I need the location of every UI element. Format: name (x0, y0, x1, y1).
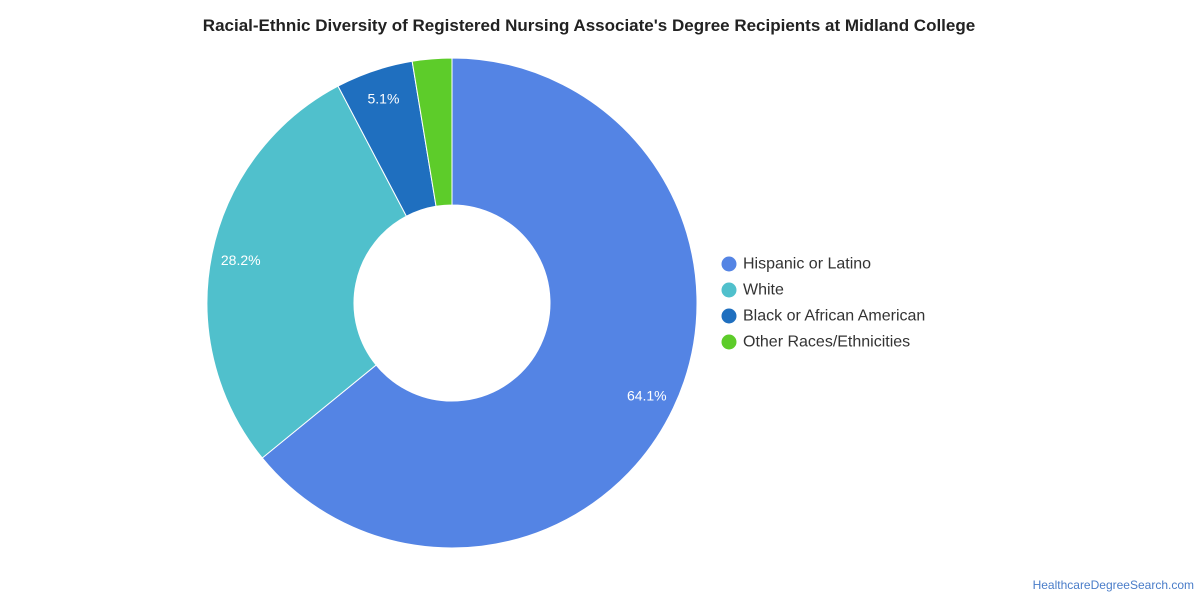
legend-swatch (721, 282, 737, 298)
legend-swatch (721, 334, 737, 350)
slice-label: 64.1% (627, 387, 667, 403)
legend-swatch (721, 308, 737, 324)
chart-title: Racial-Ethnic Diversity of Registered Nu… (202, 16, 976, 35)
slice-hispanic-or-latino[interactable] (261, 57, 698, 549)
legend-item[interactable]: Other Races/Ethnicities (721, 334, 911, 351)
donut-slices (206, 57, 698, 549)
legend: Hispanic or Latino White Black or African … (721, 256, 926, 351)
slice-label: 5.1% (367, 91, 399, 107)
legend-label: Other Races/Ethnicities (743, 334, 910, 351)
legend-item[interactable]: Black or African American (721, 308, 926, 325)
slice-white[interactable] (206, 85, 408, 459)
legend-label: Black or African American (743, 308, 925, 325)
legend-item[interactable]: White (721, 282, 785, 299)
legend-swatch (721, 256, 737, 272)
legend-item[interactable]: Hispanic or Latino (721, 256, 872, 273)
source-link[interactable]: HealthcareDegreeSearch.com (1032, 578, 1194, 592)
legend-label: White (743, 282, 784, 299)
slice-other-races-ethnicities[interactable] (411, 57, 453, 207)
slice-label: 28.2% (221, 252, 261, 268)
slice-labels: 64.1% 28.2% 5.1% (221, 91, 667, 404)
legend-label: Hispanic or Latino (743, 256, 871, 273)
